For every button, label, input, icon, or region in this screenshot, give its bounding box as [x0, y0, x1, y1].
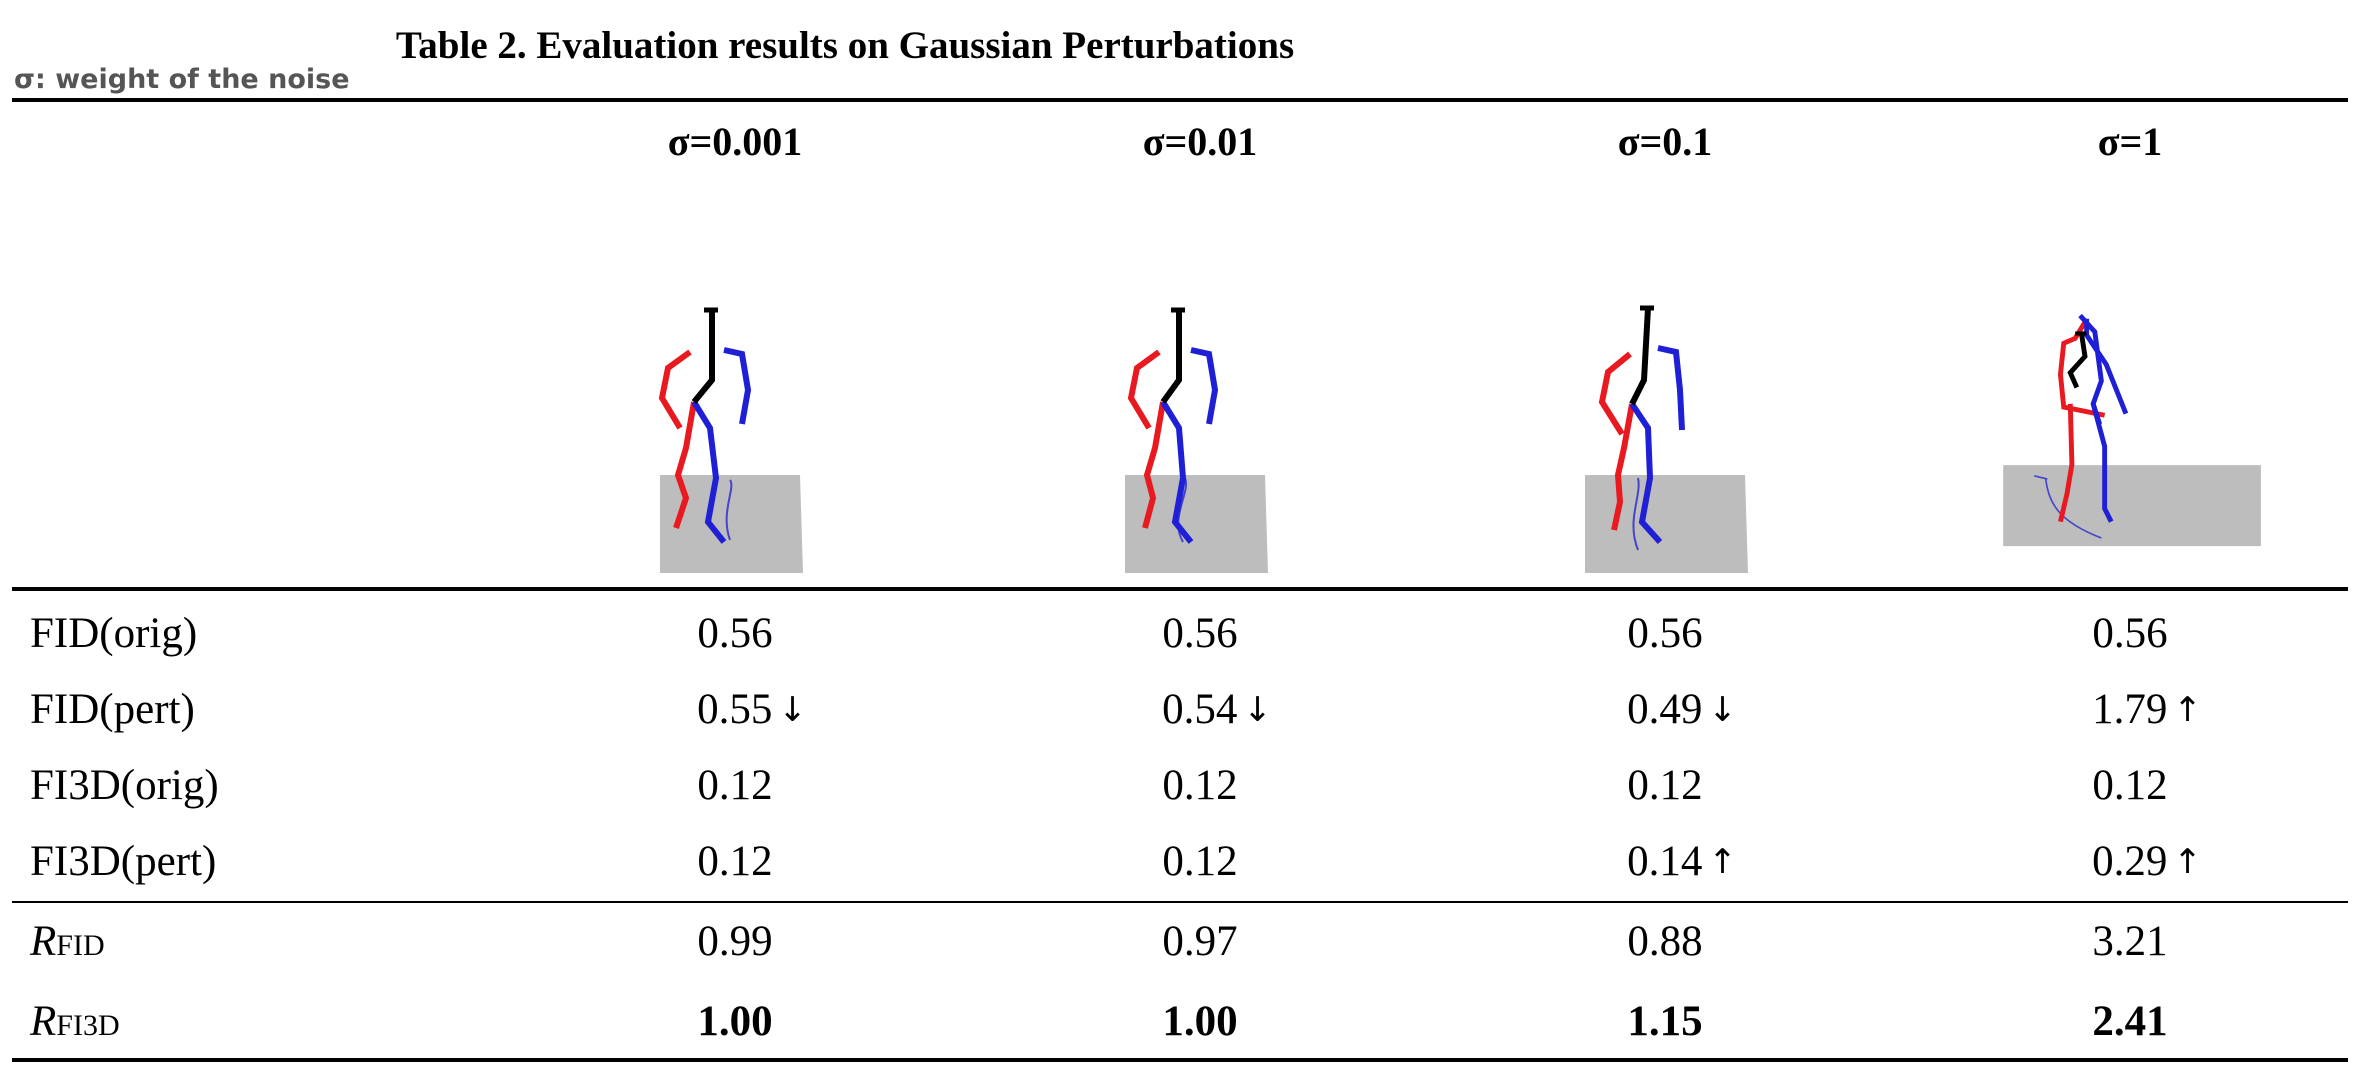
arrow-down-icon: ↓: [1708, 690, 1737, 730]
table-cell: 1.00: [1162, 998, 1238, 1045]
table-cell: 0.97: [1162, 918, 1238, 965]
table-cell: 0.12: [2092, 762, 2168, 809]
table-cell: 0.12: [1627, 762, 1703, 809]
table-caption: Table 2. Evaluation results on Gaussian …: [395, 24, 1295, 67]
row-label-fi3d-orig: FI3D(orig): [30, 762, 219, 809]
table-cell: 2.41: [2092, 998, 2168, 1045]
table-cell: 0.55 ↓: [697, 686, 807, 733]
table-cell: 0.88: [1627, 918, 1703, 965]
table-cell: 0.14 ↑: [1627, 838, 1737, 885]
table-cell: 0.56: [2092, 610, 2168, 657]
table-cell: 0.29 ↑: [2092, 838, 2202, 885]
skeleton-figure-sigma-1: [2003, 313, 2261, 547]
row-label-fid-orig: FID(orig): [30, 610, 198, 657]
arrow-up-icon: ↑: [2173, 690, 2202, 730]
table-cell: 1.00: [697, 998, 773, 1045]
column-header-sigma-001: σ=0.01: [1142, 119, 1258, 164]
row-label-r-fi3d: RFI3D: [30, 998, 120, 1045]
skeleton-figure-sigma-0001: [658, 307, 803, 573]
row-label-fid-pert: FID(pert): [30, 686, 195, 733]
table-cell: 0.56: [1627, 610, 1703, 657]
table-cell: 0.12: [1162, 762, 1238, 809]
column-header-sigma-01: σ=0.1: [1617, 119, 1713, 164]
table-cell: 0.56: [1162, 610, 1238, 657]
ratio-rule: [12, 901, 2348, 903]
noise-weight-note: σ: weight of the noise: [14, 64, 350, 95]
arrow-up-icon: ↑: [2173, 842, 2202, 882]
skeleton-figure-sigma-001: [1125, 307, 1268, 573]
table-cell: 1.15: [1627, 998, 1703, 1045]
skeleton-figure-sigma-01: [1585, 305, 1748, 573]
table-cell: 1.79 ↑: [2092, 686, 2202, 733]
table-cell: 0.12: [697, 762, 773, 809]
bottom-rule: [12, 1058, 2348, 1062]
column-header-sigma-1: σ=1: [2097, 119, 2163, 164]
table-cell: 0.54 ↓: [1162, 686, 1272, 733]
table-cell: 0.99: [697, 918, 773, 965]
row-label-fi3d-pert: FI3D(pert): [30, 838, 217, 885]
column-header-sigma-0001: σ=0.001: [667, 119, 803, 164]
header-rule: [12, 587, 2348, 591]
row-label-r-fid: RFID: [30, 918, 105, 965]
table-cell: 0.49 ↓: [1627, 686, 1737, 733]
table-cell: 0.12: [1162, 838, 1238, 885]
arrow-down-icon: ↓: [1243, 690, 1272, 730]
table-cell: 3.21: [2092, 918, 2168, 965]
arrow-down-icon: ↓: [778, 690, 807, 730]
table-cell: 0.12: [697, 838, 773, 885]
arrow-up-icon: ↑: [1708, 842, 1737, 882]
table-cell: 0.56: [697, 610, 773, 657]
top-rule: [12, 98, 2348, 102]
